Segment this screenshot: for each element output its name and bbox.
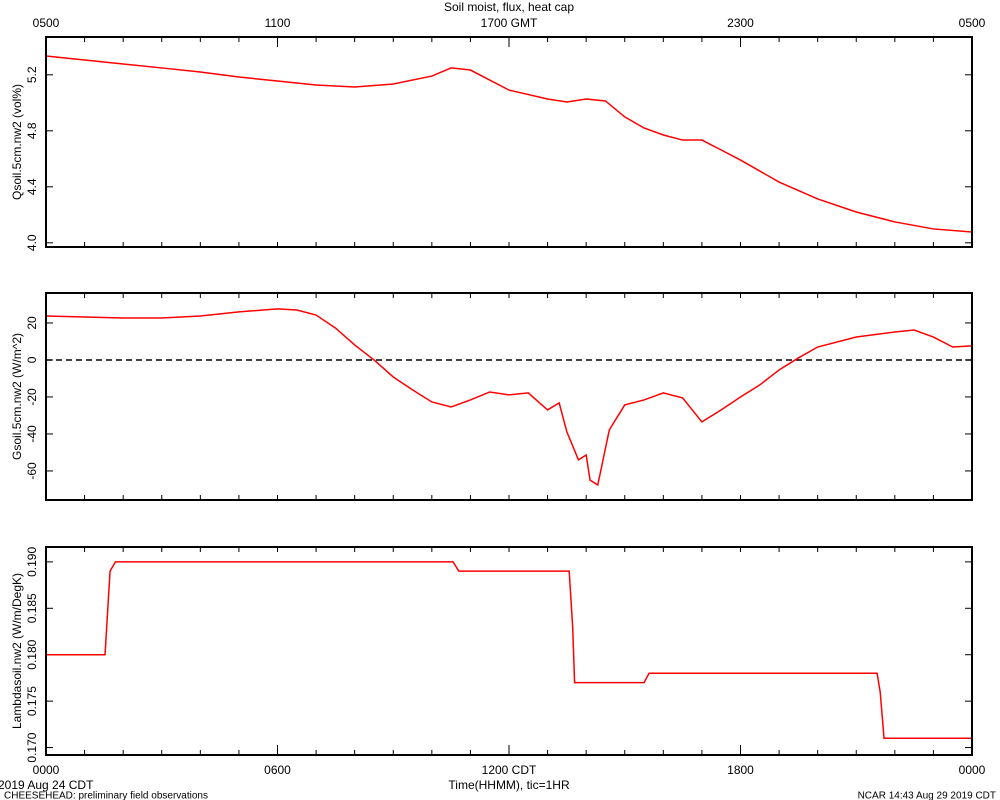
plot-frame bbox=[45, 546, 973, 756]
data-line bbox=[45, 55, 973, 233]
y-tick-label: 4.4 bbox=[25, 178, 39, 195]
stamp-note: NCAR 14:43 Aug 29 2019 CDT bbox=[858, 791, 996, 800]
project-note: CHEESEHEAD: preliminary field observatio… bbox=[4, 791, 208, 800]
x-tick-label: 0600 bbox=[264, 763, 291, 777]
y-axis-label: Lambdasoil.nw2 (W/m/DegK) bbox=[10, 573, 24, 729]
y-tick-label: 5.2 bbox=[25, 66, 39, 83]
y-axis-label: Gsoil.5cm.nw2 (W/m^2) bbox=[10, 333, 24, 460]
x-tick-label: 1800 bbox=[727, 763, 754, 777]
y-tick-label: 0.185 bbox=[25, 593, 39, 623]
top-x-tick-label: 2300 bbox=[727, 16, 754, 30]
x-tick-label: 0000 bbox=[959, 763, 986, 777]
data-line bbox=[46, 561, 972, 740]
y-axis-label: Qsoil.5cm.nw2 (vol%) bbox=[10, 84, 24, 200]
top-x-tick-label: 0500 bbox=[33, 16, 60, 30]
date-note: 2019 Aug 24 CDT bbox=[0, 778, 94, 792]
plot-frame bbox=[45, 292, 973, 501]
y-tick-label: 0.175 bbox=[25, 686, 39, 716]
top-x-tick-label: 1700 GMT bbox=[481, 16, 538, 30]
data-line bbox=[45, 308, 973, 487]
y-tick-label: 0 bbox=[25, 356, 39, 363]
y-tick-label: -40 bbox=[25, 425, 39, 443]
y-tick-label: 0.170 bbox=[25, 732, 39, 762]
y-tick-label: 0.180 bbox=[25, 639, 39, 669]
x-axis-label: Time(HHMM), tic=1HR bbox=[448, 778, 570, 792]
y-tick-label: 4.8 bbox=[25, 122, 39, 139]
y-tick-label: 20 bbox=[25, 316, 39, 330]
y-tick-label: 4.0 bbox=[25, 234, 39, 251]
y-tick-label: -20 bbox=[25, 388, 39, 406]
chart-title: Soil moist, flux, heat cap bbox=[444, 0, 574, 14]
y-tick-label: -60 bbox=[25, 462, 39, 480]
y-tick-label: 0.190 bbox=[25, 547, 39, 577]
top-x-tick-label: 0500 bbox=[959, 16, 986, 30]
x-tick-label: 1200 CDT bbox=[482, 763, 537, 777]
plot-frame bbox=[45, 36, 973, 248]
x-tick-label: 0000 bbox=[33, 763, 60, 777]
top-x-tick-label: 1100 bbox=[265, 16, 291, 30]
